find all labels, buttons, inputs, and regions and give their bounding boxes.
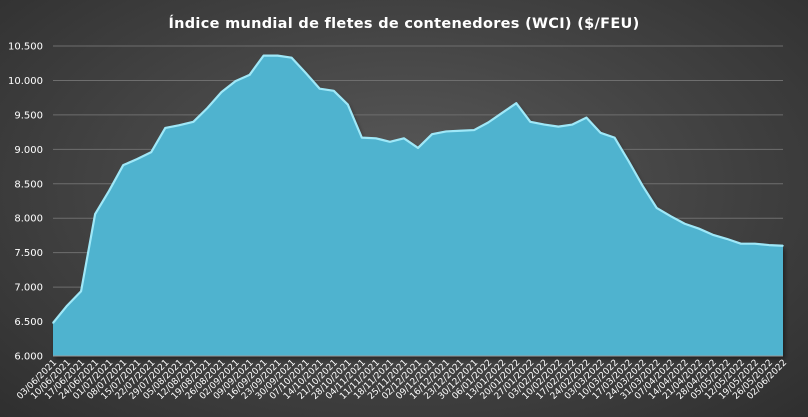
data-point — [52, 322, 54, 324]
y-tick-label: 6.000 — [14, 352, 43, 363]
data-point — [557, 125, 560, 128]
data-point — [276, 54, 279, 57]
data-point — [585, 116, 588, 119]
chart-title: Índice mundial de fletes de contenedores… — [168, 16, 640, 32]
data-point — [782, 244, 784, 247]
y-axis-tick-labels: 6.000 6.500 7.000 7.500 8.000 8.500 9.000 9.500… — [8, 42, 43, 363]
y-tick-label: 10.500 — [8, 42, 43, 53]
data-point — [361, 136, 363, 139]
data-point — [178, 124, 181, 127]
data-point — [726, 238, 728, 240]
data-point — [669, 215, 672, 217]
data-point — [515, 102, 518, 104]
data-point — [80, 290, 82, 293]
data-point — [108, 189, 110, 192]
data-point — [220, 91, 223, 93]
data-point — [94, 213, 96, 215]
data-point — [347, 103, 349, 106]
data-point — [697, 227, 700, 230]
data-point — [192, 120, 195, 123]
data-point — [487, 121, 489, 124]
data-point — [641, 185, 644, 187]
data-point — [375, 137, 377, 140]
data-point — [417, 147, 419, 149]
data-point — [683, 222, 686, 225]
data-point — [459, 129, 461, 132]
y-tick-label: 6.500 — [14, 317, 43, 328]
data-point — [529, 120, 532, 123]
data-point — [136, 158, 139, 160]
data-point — [403, 137, 405, 140]
data-point — [599, 132, 602, 134]
data-point — [712, 233, 714, 236]
data-point — [768, 244, 770, 246]
data-point — [445, 130, 447, 133]
x-axis-tick-labels: 03/06/202110/06/202117/06/202124/06/2021… — [15, 358, 789, 402]
data-point — [627, 160, 630, 162]
data-point — [150, 151, 153, 153]
y-tick-label: 7.000 — [14, 283, 43, 294]
y-tick-label: 9.000 — [14, 145, 43, 156]
series-area — [52, 54, 784, 357]
y-tick-label: 9.500 — [14, 110, 43, 121]
data-point — [501, 112, 504, 114]
data-point — [234, 80, 237, 82]
data-point — [164, 127, 167, 129]
data-point — [473, 129, 475, 131]
data-point — [389, 140, 391, 143]
data-point — [655, 207, 658, 209]
data-point — [431, 133, 433, 135]
data-point — [304, 72, 307, 74]
data-point — [754, 242, 756, 245]
y-tick-label: 10.000 — [8, 76, 43, 87]
y-tick-label: 8.500 — [14, 179, 43, 190]
data-point — [740, 242, 742, 245]
data-point — [571, 123, 574, 126]
y-tick-label: 8.000 — [14, 214, 43, 225]
data-point — [206, 107, 209, 109]
data-point — [248, 74, 251, 76]
data-point — [543, 123, 546, 126]
data-point — [290, 56, 293, 59]
data-point — [122, 164, 124, 166]
data-point — [66, 304, 68, 307]
data-point — [332, 89, 335, 92]
data-point — [262, 54, 265, 57]
area-fill — [53, 55, 783, 356]
data-point — [318, 87, 321, 90]
y-tick-label: 7.500 — [14, 248, 43, 259]
data-point — [613, 136, 616, 139]
